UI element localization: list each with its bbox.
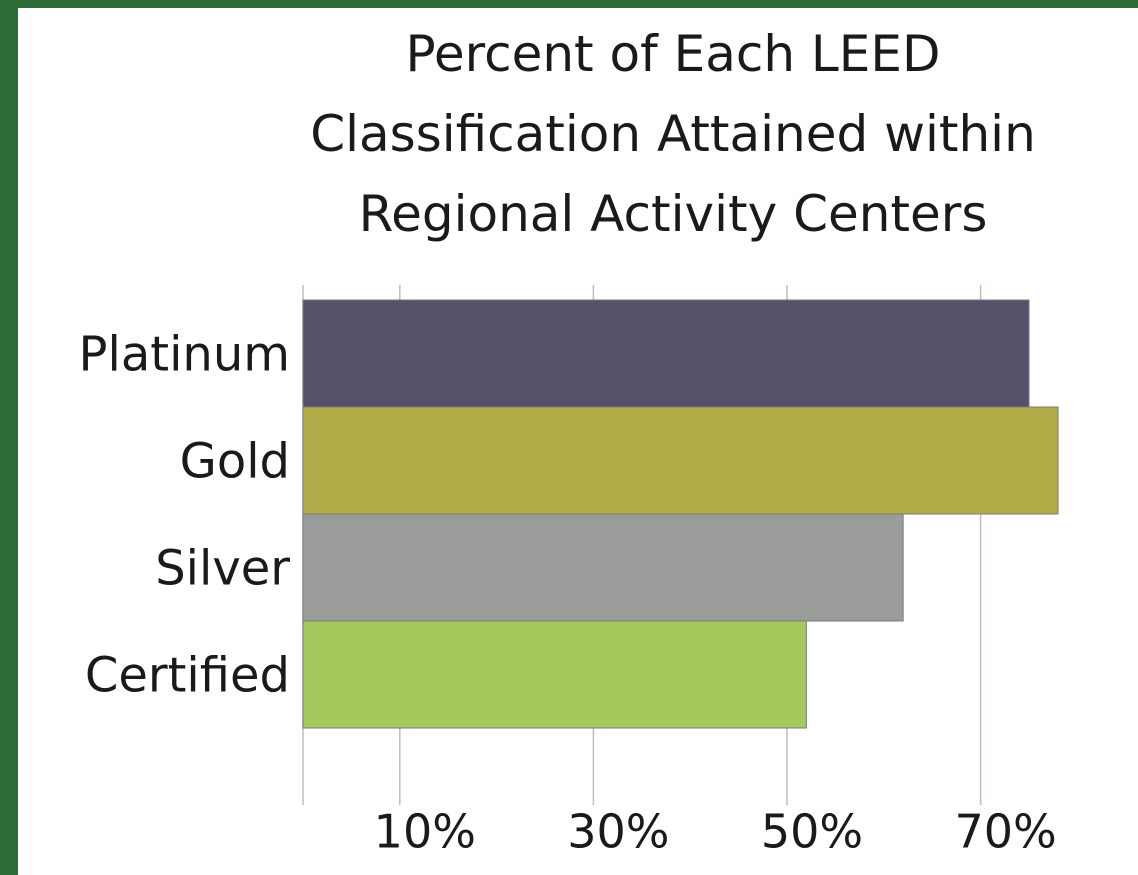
bar	[302, 299, 1030, 408]
y-tick-label: Silver	[155, 541, 290, 597]
x-tick-label: 50%	[761, 805, 863, 859]
x-tick-label: 10%	[374, 805, 476, 859]
bar	[302, 620, 807, 729]
bar	[302, 406, 1059, 515]
bar	[302, 513, 904, 622]
chart-title: Percent of Each LEED Classification Atta…	[310, 25, 1036, 243]
x-tick-label: 70%	[954, 805, 1056, 859]
y-tick-label: Gold	[180, 434, 290, 490]
y-tick-label: Certified	[85, 648, 290, 704]
x-tick-label: 30%	[567, 805, 669, 859]
y-tick-label: Platinum	[79, 327, 290, 383]
